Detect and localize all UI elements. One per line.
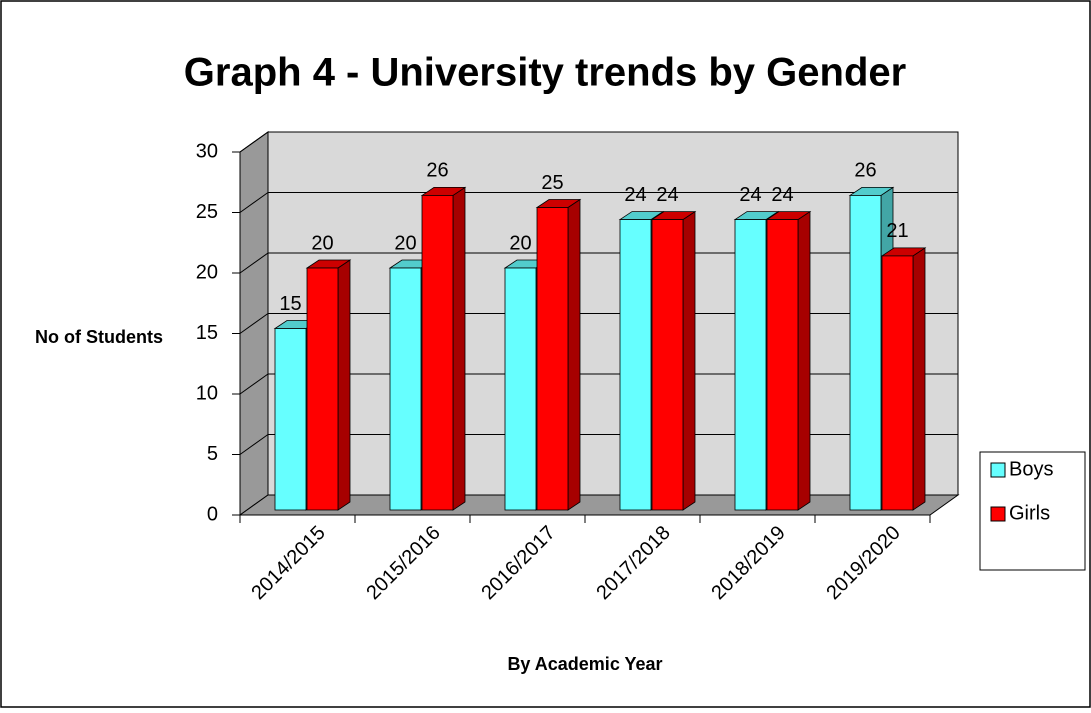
legend-swatch bbox=[990, 462, 1006, 478]
data-label: 26 bbox=[854, 160, 876, 182]
data-label: 20 bbox=[311, 232, 333, 254]
bar bbox=[504, 267, 537, 511]
bar bbox=[849, 194, 882, 511]
data-label: 24 bbox=[656, 184, 678, 206]
y-tick-label: 30 bbox=[196, 140, 218, 162]
bar bbox=[651, 219, 684, 511]
bar bbox=[274, 328, 307, 511]
grid-line-side bbox=[239, 192, 269, 213]
bar bbox=[306, 267, 339, 511]
grid-line-side bbox=[239, 313, 269, 334]
data-label: 21 bbox=[886, 220, 908, 242]
y-tick-label: 0 bbox=[207, 503, 218, 525]
bar-side bbox=[912, 247, 926, 511]
legend-label: Girls bbox=[1009, 502, 1050, 524]
bar-side bbox=[337, 259, 351, 511]
bar-side bbox=[567, 198, 581, 511]
bar bbox=[734, 219, 767, 511]
grid-line-side bbox=[239, 434, 269, 455]
bar-side bbox=[682, 210, 696, 511]
legend-label: Boys bbox=[1009, 458, 1053, 480]
y-tick-label: 15 bbox=[196, 322, 218, 344]
y-tick-label: 20 bbox=[196, 261, 218, 283]
bar bbox=[619, 219, 652, 511]
data-label: 24 bbox=[771, 184, 793, 206]
data-label: 20 bbox=[509, 232, 531, 254]
data-label: 26 bbox=[426, 160, 448, 182]
data-label: 24 bbox=[739, 184, 761, 206]
legend-swatch bbox=[990, 506, 1006, 522]
bar-side bbox=[797, 210, 811, 511]
grid-line-side bbox=[239, 252, 269, 274]
grid-line-side bbox=[239, 373, 269, 395]
data-label: 15 bbox=[279, 293, 301, 315]
y-tick-label: 5 bbox=[207, 443, 218, 465]
bar bbox=[766, 219, 799, 511]
y-tick-label: 10 bbox=[196, 382, 218, 404]
bar bbox=[881, 255, 914, 511]
y-tick-label: 25 bbox=[196, 201, 218, 223]
bar bbox=[536, 207, 569, 511]
grid-line-side bbox=[239, 131, 269, 153]
y-axis-title: No of Students bbox=[35, 327, 163, 347]
bar bbox=[421, 194, 454, 511]
data-label: 20 bbox=[394, 232, 416, 254]
bar-side bbox=[452, 186, 466, 511]
bar bbox=[389, 267, 422, 511]
chart-title: Graph 4 - University trends by Gender bbox=[184, 51, 906, 95]
data-label: 25 bbox=[541, 172, 563, 194]
data-label: 24 bbox=[624, 184, 646, 206]
x-axis-title: By Academic Year bbox=[507, 654, 662, 674]
